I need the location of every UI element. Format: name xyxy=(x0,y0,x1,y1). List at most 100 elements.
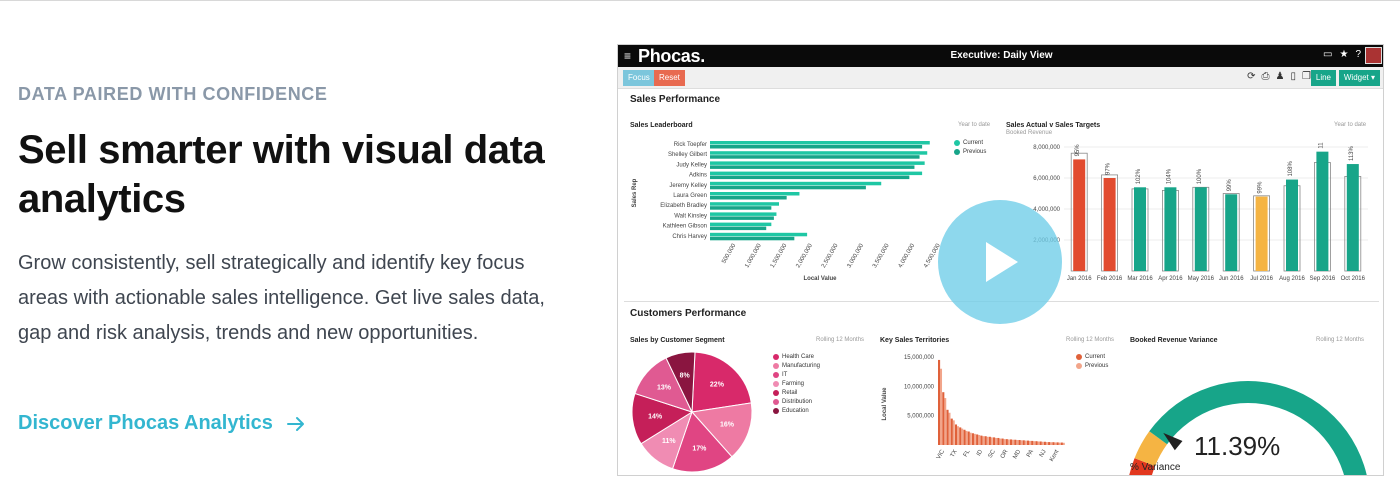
pie-value-label: 14% xyxy=(648,413,663,420)
x-tick-label: 500,000 xyxy=(721,242,737,264)
x-tick-label: Jan 2016 xyxy=(1067,276,1092,282)
targets-subtitle: Booked Revenue xyxy=(1006,130,1053,136)
legend-label: Health Care xyxy=(782,353,815,360)
bar-previous xyxy=(1050,442,1053,445)
bar-current xyxy=(1035,441,1038,445)
variance-value: 11.39% xyxy=(1194,431,1281,461)
territories-note: Rolling 12 Months xyxy=(1066,337,1115,343)
bar-data-label: 104% xyxy=(1166,168,1172,184)
legend-previous: Previous xyxy=(954,147,986,156)
actual-bar xyxy=(1194,187,1207,271)
legend-item: Farming xyxy=(773,379,820,388)
x-tick-label: FL xyxy=(963,448,972,458)
pie-value-label: 17% xyxy=(692,445,707,452)
x-tick-label: Aug 2016 xyxy=(1279,276,1305,282)
discover-link[interactable]: Discover Phocas Analytics xyxy=(18,412,307,435)
bar-previous xyxy=(1024,440,1027,445)
category-label: Elizabeth Bradley xyxy=(660,203,707,209)
bar-data-label: 100% xyxy=(1197,168,1203,184)
actual-bar xyxy=(1316,151,1329,271)
actual-bar xyxy=(1134,187,1146,271)
x-tick-label: Feb 2016 xyxy=(1097,276,1123,282)
bar-current xyxy=(1060,442,1063,445)
widget-button: Widget ▾ xyxy=(1338,70,1380,86)
bar-current xyxy=(1009,439,1013,445)
bar-current xyxy=(1048,442,1051,445)
x-tick-label: ID xyxy=(976,448,985,457)
y-tick-label: 5,000,000 xyxy=(907,414,934,420)
legend-label: Manufacturing xyxy=(782,362,821,369)
bar-previous xyxy=(948,412,951,445)
legend-dot xyxy=(1076,353,1082,360)
legend-dot xyxy=(773,407,779,414)
bar-current xyxy=(710,151,928,155)
bar-current xyxy=(710,171,923,176)
menu-icon: ≡ xyxy=(624,49,632,63)
bar-data-label: 102% xyxy=(1136,168,1142,184)
x-tick-label: PA xyxy=(1026,449,1035,459)
bar-previous xyxy=(965,430,968,445)
reset-button: Reset xyxy=(654,70,685,86)
video-player[interactable]: ≡ Phocas. Executive: Daily View ▭ ★ ? Fo… xyxy=(617,44,1384,476)
legend-item: Manufacturing xyxy=(773,361,820,370)
bar-current xyxy=(1026,440,1030,445)
y-axis-label: Local Value xyxy=(882,387,888,421)
play-button[interactable] xyxy=(938,200,1062,324)
bar-current xyxy=(954,424,958,445)
x-tick-label: MD xyxy=(1012,448,1022,460)
pie-slice xyxy=(665,351,696,413)
pie-slice xyxy=(691,402,753,458)
category-label: Laura Green xyxy=(673,193,707,199)
legend-dot xyxy=(773,353,779,360)
bar-current xyxy=(710,232,808,237)
bar-previous xyxy=(940,368,943,445)
x-tick-label: NJ xyxy=(1039,449,1048,458)
x-axis-label: Local Value xyxy=(803,276,837,282)
variance-caption: % Variance xyxy=(1130,462,1181,473)
bar-previous xyxy=(710,155,920,159)
x-tick-label: OR xyxy=(1000,448,1010,459)
bar-data-label: 108% xyxy=(1288,161,1294,177)
leaderboard-legend: Current Previous xyxy=(954,138,986,156)
x-tick-label: Apr 2016 xyxy=(1158,276,1183,282)
bar-current xyxy=(997,437,1000,445)
legend-item: Retail xyxy=(773,388,820,397)
customers-performance-heading: Customers Performance xyxy=(630,308,747,319)
pie-slice xyxy=(671,411,733,473)
bar-previous xyxy=(1033,441,1036,445)
bar-current xyxy=(1005,439,1008,445)
bar-previous xyxy=(1054,442,1057,445)
pie-value-label: 16% xyxy=(720,422,735,429)
actual-bar xyxy=(1164,187,1177,271)
actual-bar xyxy=(1286,179,1298,271)
category-label: Judy Kelley xyxy=(676,162,707,168)
territories-chart: Local Value 5,000,000 10,000,000 15,000,000… xyxy=(882,355,1065,463)
bar-current xyxy=(1001,438,1004,445)
bar-current xyxy=(710,202,779,206)
legend-item: Health Care xyxy=(773,352,820,361)
x-tick-label: 2,500,000 xyxy=(821,242,840,269)
legend-dot xyxy=(773,380,779,387)
x-tick-label: 2,000,000 xyxy=(795,242,814,269)
bar-current xyxy=(1043,441,1046,445)
x-tick-label: Jul 2016 xyxy=(1250,276,1273,282)
bar-previous xyxy=(982,436,985,445)
bar-previous xyxy=(944,398,947,445)
bar-current xyxy=(710,222,772,227)
bar-previous xyxy=(1007,439,1010,445)
legend-item: IT xyxy=(773,370,820,379)
x-tick-label: Sep 2016 xyxy=(1310,276,1336,282)
leaderboard-chart: Sales Rep Rick Toepfer Shelley Gilbert Judy… xyxy=(632,141,942,282)
actual-bar xyxy=(1073,159,1086,271)
variance-gauge xyxy=(1129,381,1367,475)
bar-previous xyxy=(952,420,955,445)
variance-title: Booked Revenue Variance xyxy=(1130,337,1218,344)
x-tick-label: 3,500,000 xyxy=(872,242,891,269)
x-tick-label: 1,500,000 xyxy=(770,242,789,269)
legend-current: Current xyxy=(1076,352,1108,361)
y-tick-label: 15,000,000 xyxy=(904,355,935,361)
bar-previous xyxy=(710,145,923,149)
y-tick-label: 4,000,000 xyxy=(1033,207,1060,213)
refresh-icon: ⟳ xyxy=(1247,71,1256,82)
bar-previous xyxy=(1020,440,1023,445)
